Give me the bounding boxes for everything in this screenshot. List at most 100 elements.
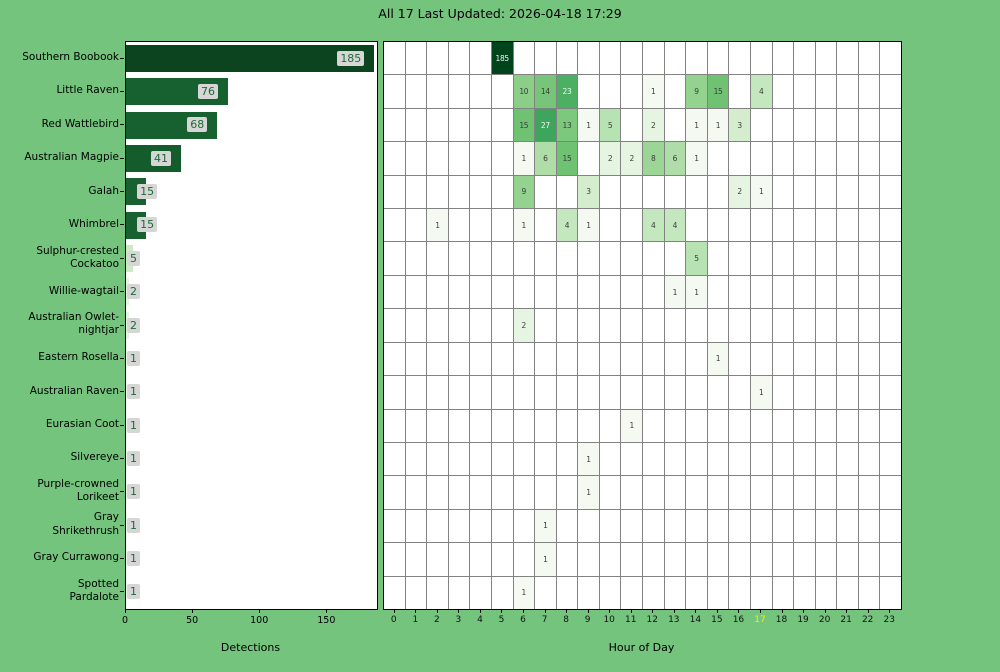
hour-xtick-label: 21: [840, 615, 852, 625]
heatmap-cell: [578, 242, 599, 275]
heatmap-cell: [599, 209, 621, 242]
bar-value-label: 68: [187, 117, 208, 133]
species-tick: [120, 491, 124, 493]
heatmap-cell: [729, 509, 750, 543]
heatmap-cell: [491, 142, 513, 175]
heatmap-cell: [427, 442, 448, 476]
heatmap-cell: [837, 376, 858, 409]
species-label: Sulphur-crested Cockatoo: [36, 244, 119, 270]
hour-xtick: [781, 609, 783, 613]
hour-xtick: [716, 609, 718, 613]
heatmap-cell: [599, 42, 621, 75]
heatmap-cell: [405, 242, 427, 275]
heatmap-cell: [599, 242, 621, 275]
heatmap-cell: [599, 509, 621, 543]
hour-xtick: [458, 609, 460, 613]
hour-xtick: [803, 609, 805, 613]
heatmap-cell: [470, 442, 491, 476]
heatmap-cell: [707, 175, 729, 209]
heatmap-cell: 1: [535, 543, 556, 576]
heatmap-cell: [405, 543, 427, 576]
hour-xtick-label: 6: [520, 615, 526, 625]
heatmap-cell: [794, 142, 815, 175]
heatmap-cell: [556, 242, 578, 275]
heatmap-cell: 6: [664, 142, 686, 175]
heatmap-cell: [448, 209, 470, 242]
heatmap-cell: [427, 576, 448, 609]
heatmap-cell: [599, 543, 621, 576]
heatmap-cell: [578, 342, 599, 376]
heatmap-cell: [707, 543, 729, 576]
heatmap-cell: [470, 275, 491, 309]
species-label: Purple-crowned Lorikeet: [37, 478, 119, 504]
detections-xtick: [125, 609, 126, 613]
species-label: Little Raven: [56, 84, 119, 97]
hour-xtick-label: 8: [563, 615, 569, 625]
heatmap-cell: [599, 376, 621, 409]
heatmap-cell: [707, 376, 729, 409]
heatmap-cell: [599, 576, 621, 609]
heatmap-cell: [599, 309, 621, 342]
hour-xtick: [652, 609, 654, 613]
detections-xtick-label: 50: [186, 615, 199, 626]
species-tick: [120, 291, 124, 293]
heatmap-cell: [556, 342, 578, 376]
heatmap-cell: 13: [556, 108, 578, 142]
heatmap-cell: [664, 175, 686, 209]
hour-xtick: [609, 609, 611, 613]
heatmap-cell: [837, 175, 858, 209]
detections-bar-chart: 185 76 68 41 15 15 5 2 2 1 1 1 1 1 1 1 1: [125, 41, 378, 610]
heatmap-cell: [405, 342, 427, 376]
heatmap-cell: [858, 209, 880, 242]
heatmap-cell: [729, 242, 750, 275]
heatmap-cell: [837, 108, 858, 142]
heatmap-cell: [556, 42, 578, 75]
species-label: Red Wattlebird: [41, 117, 119, 130]
heatmap-cell: 4: [664, 209, 686, 242]
heatmap-cell: [643, 543, 664, 576]
heatmap-cell: [880, 108, 901, 142]
heatmap-cell: 1: [578, 442, 599, 476]
heatmap-cell: [621, 442, 642, 476]
heatmap-cell: [448, 543, 470, 576]
heatmap-cell: [448, 576, 470, 609]
heatmap-cell: [707, 275, 729, 309]
heatmap-cell: [491, 75, 513, 108]
heatmap-cell: [427, 309, 448, 342]
heatmap-cell: [621, 175, 642, 209]
heatmap-cell: [621, 342, 642, 376]
heatmap-cell: [405, 175, 427, 209]
heatmap-cell: [556, 476, 578, 509]
heatmap-cell: [880, 442, 901, 476]
heatmap-cell: [664, 409, 686, 442]
heatmap-cell: [535, 309, 556, 342]
heatmap-cell: 3: [729, 108, 750, 142]
heatmap-cell: [556, 509, 578, 543]
heatmap-cell: [750, 543, 772, 576]
heatmap-cell: [448, 108, 470, 142]
heatmap-cell: 5: [599, 108, 621, 142]
hour-xtick: [544, 609, 546, 613]
bar-value-label: 1: [127, 550, 140, 566]
heatmap-cell: 1: [513, 142, 535, 175]
heatmap-cell: [491, 342, 513, 376]
heatmap-cell: [556, 175, 578, 209]
species-label: Willie-wagtail: [48, 284, 119, 297]
heatmap-cell: [794, 342, 815, 376]
heatmap-cell: [686, 509, 707, 543]
heatmap-cell: [772, 275, 794, 309]
heatmap-cell: [858, 476, 880, 509]
heatmap-cell: [448, 376, 470, 409]
heatmap-cell: [643, 309, 664, 342]
heatmap-cell: [643, 376, 664, 409]
heatmap-cell: 14: [535, 75, 556, 108]
heatmap-cell: [664, 509, 686, 543]
heatmap-cell: [405, 409, 427, 442]
heatmap-cell: [621, 376, 642, 409]
heatmap-cell: 10: [513, 75, 535, 108]
heatmap-cell: [643, 242, 664, 275]
heatmap-cell: [664, 376, 686, 409]
heatmap-cell: [448, 409, 470, 442]
heatmap-cell: [837, 576, 858, 609]
heatmap-cell: [794, 75, 815, 108]
